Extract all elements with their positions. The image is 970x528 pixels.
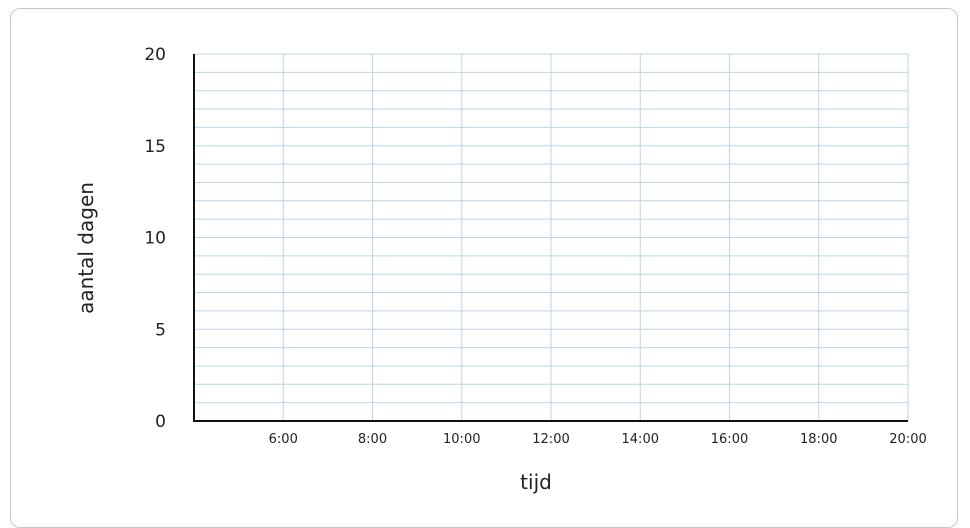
y-tick-label: 0 xyxy=(155,412,166,432)
chart-card xyxy=(10,8,958,528)
x-tick-label: 6:00 xyxy=(269,432,298,447)
x-axis-title: tijd xyxy=(520,470,552,494)
y-tick-label: 5 xyxy=(155,320,166,340)
y-tick-label: 15 xyxy=(144,137,166,157)
x-tick-label: 12:00 xyxy=(532,432,569,447)
y-tick-label: 20 xyxy=(144,45,166,65)
x-tick-label: 14:00 xyxy=(622,432,659,447)
x-tick-label: 16:00 xyxy=(711,432,748,447)
y-axis-title: aantal dagen xyxy=(74,182,98,314)
y-tick-labels: 0 5 10 15 20 xyxy=(144,45,166,432)
y-tick-label: 10 xyxy=(144,229,166,249)
x-tick-labels: 6:00 8:00 10:00 12:00 14:00 16:00 18:00 20:00 xyxy=(269,432,927,447)
chart: 0 5 10 15 20 6:00 8:00 10:00 12:00 14:00 16:00 18:… xyxy=(74,45,927,494)
x-tick-label: 20:00 xyxy=(889,432,926,447)
x-tick-label: 10:00 xyxy=(443,432,480,447)
x-tick-label: 18:00 xyxy=(800,432,837,447)
axes xyxy=(193,54,908,422)
x-tick-label: 8:00 xyxy=(358,432,387,447)
grid xyxy=(194,53,909,421)
